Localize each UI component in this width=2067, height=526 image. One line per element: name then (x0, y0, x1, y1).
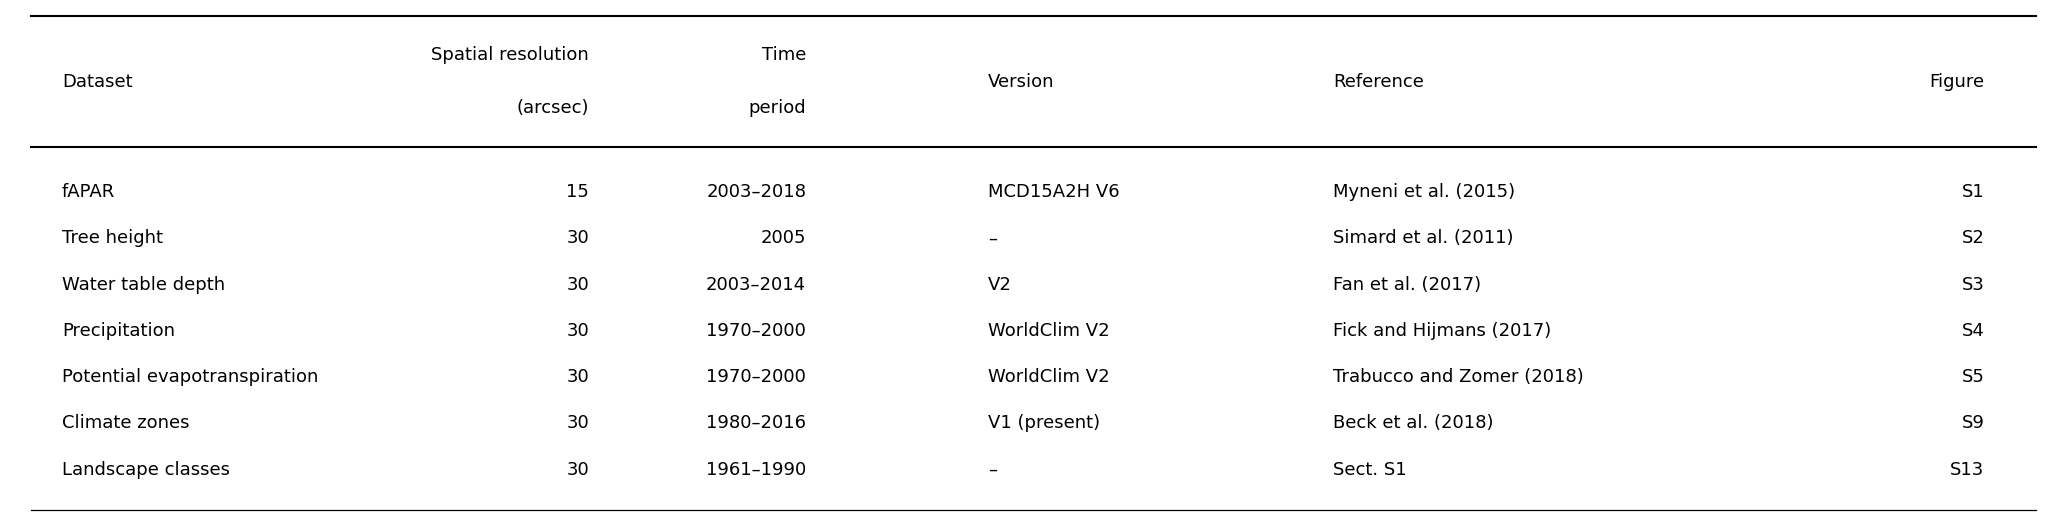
Text: Landscape classes: Landscape classes (62, 461, 229, 479)
Text: WorldClim V2: WorldClim V2 (988, 368, 1110, 386)
Text: S3: S3 (1962, 276, 1984, 294)
Text: Dataset: Dataset (62, 73, 132, 90)
Text: Precipitation: Precipitation (62, 322, 176, 340)
Text: S13: S13 (1949, 461, 1984, 479)
Text: Beck et al. (2018): Beck et al. (2018) (1333, 414, 1494, 432)
Text: WorldClim V2: WorldClim V2 (988, 322, 1110, 340)
Text: 1970–2000: 1970–2000 (707, 322, 806, 340)
Text: Time: Time (763, 46, 806, 64)
Text: Fick and Hijmans (2017): Fick and Hijmans (2017) (1333, 322, 1552, 340)
Text: 30: 30 (566, 276, 589, 294)
Text: S2: S2 (1962, 229, 1984, 247)
Text: 30: 30 (566, 322, 589, 340)
Text: 1970–2000: 1970–2000 (707, 368, 806, 386)
Text: S1: S1 (1962, 183, 1984, 201)
Text: 2003–2014: 2003–2014 (707, 276, 806, 294)
Text: Simard et al. (2011): Simard et al. (2011) (1333, 229, 1513, 247)
Text: V1 (present): V1 (present) (988, 414, 1100, 432)
Text: 30: 30 (566, 229, 589, 247)
Text: –: – (988, 229, 996, 247)
Text: S5: S5 (1962, 368, 1984, 386)
Text: 2003–2018: 2003–2018 (707, 183, 806, 201)
Text: Trabucco and Zomer (2018): Trabucco and Zomer (2018) (1333, 368, 1583, 386)
Text: 30: 30 (566, 368, 589, 386)
Text: –: – (988, 461, 996, 479)
Text: 30: 30 (566, 414, 589, 432)
Text: (arcsec): (arcsec) (517, 99, 589, 117)
Text: Myneni et al. (2015): Myneni et al. (2015) (1333, 183, 1515, 201)
Text: Reference: Reference (1333, 73, 1424, 90)
Text: Climate zones: Climate zones (62, 414, 190, 432)
Text: Sect. S1: Sect. S1 (1333, 461, 1408, 479)
Text: 15: 15 (566, 183, 589, 201)
Text: Version: Version (988, 73, 1054, 90)
Text: S9: S9 (1962, 414, 1984, 432)
Text: 1980–2016: 1980–2016 (707, 414, 806, 432)
Text: Figure: Figure (1929, 73, 1984, 90)
Text: V2: V2 (988, 276, 1013, 294)
Text: S4: S4 (1962, 322, 1984, 340)
Text: MCD15A2H V6: MCD15A2H V6 (988, 183, 1120, 201)
Text: Potential evapotranspiration: Potential evapotranspiration (62, 368, 318, 386)
Text: Water table depth: Water table depth (62, 276, 225, 294)
Text: period: period (748, 99, 806, 117)
Text: 30: 30 (566, 461, 589, 479)
Text: Tree height: Tree height (62, 229, 163, 247)
Text: 1961–1990: 1961–1990 (705, 461, 806, 479)
Text: Fan et al. (2017): Fan et al. (2017) (1333, 276, 1482, 294)
Text: fAPAR: fAPAR (62, 183, 116, 201)
Text: 2005: 2005 (761, 229, 806, 247)
Text: Spatial resolution: Spatial resolution (432, 46, 589, 64)
